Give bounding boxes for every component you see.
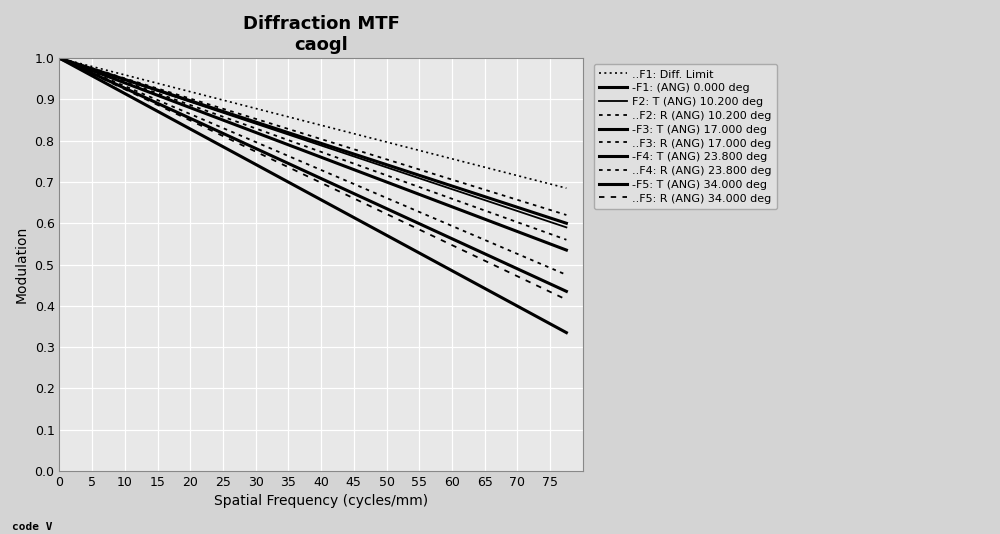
Y-axis label: Modulation: Modulation xyxy=(15,226,29,303)
X-axis label: Spatial Frequency (cycles/mm): Spatial Frequency (cycles/mm) xyxy=(214,494,428,508)
Text: code V: code V xyxy=(12,522,52,532)
Legend: ..F1: Diff. Limit, -F1: (ANG) 0.000 deg, F2: T (ANG) 10.200 deg, ..F2: R (ANG) 1: ..F1: Diff. Limit, -F1: (ANG) 0.000 deg,… xyxy=(594,64,777,209)
Title: Diffraction MTF
caogl: Diffraction MTF caogl xyxy=(243,15,400,54)
